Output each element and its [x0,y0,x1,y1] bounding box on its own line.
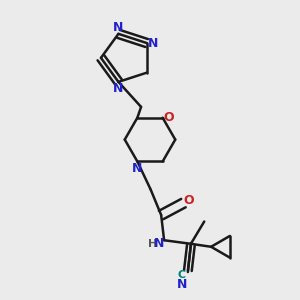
Text: N: N [177,278,187,291]
Text: O: O [184,194,194,207]
Text: H: H [148,239,157,249]
Text: N: N [113,82,124,95]
Text: N: N [154,237,164,250]
Text: N: N [132,161,142,175]
Text: N: N [148,37,158,50]
Text: O: O [164,111,175,124]
Text: N: N [113,21,124,34]
Text: C: C [178,270,186,280]
